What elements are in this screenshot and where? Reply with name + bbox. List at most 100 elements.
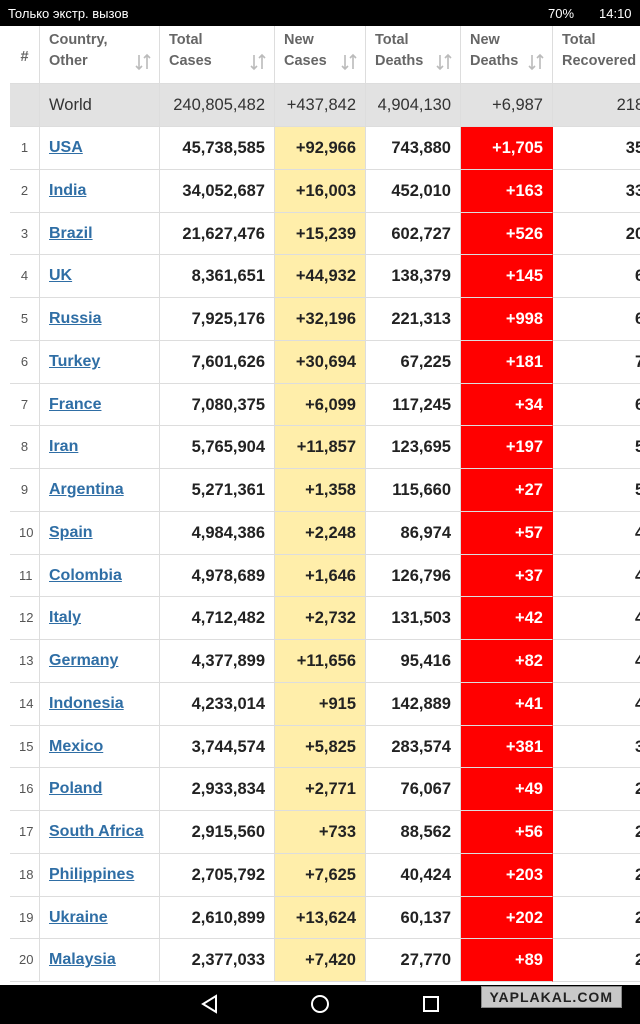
cell-text: 131,503	[391, 609, 451, 628]
recents-button[interactable]	[423, 996, 439, 1012]
country-link[interactable]: Poland	[49, 780, 103, 798]
number-cell: 4,984,386	[160, 511, 275, 555]
cell-text: 15	[19, 738, 34, 754]
cell-text: 40,424	[400, 865, 451, 884]
number-cell: 131,503	[366, 597, 461, 640]
number-cell: 2,251,7	[553, 939, 640, 982]
cell-text: +202	[505, 908, 543, 927]
cell-text: +2,732	[305, 609, 356, 628]
cell-text: 45,738,585	[182, 139, 265, 157]
sort-icon[interactable]	[135, 53, 151, 71]
number-cell: +1,705	[461, 127, 553, 170]
number-cell: +30,694	[275, 340, 366, 384]
country-link[interactable]: Spain	[49, 523, 93, 541]
cell-text: 6,839,1	[635, 267, 640, 285]
cell-text: 27,770	[400, 951, 451, 970]
country-link[interactable]: USA	[49, 139, 83, 156]
cell-text: +15,239	[295, 224, 356, 243]
cell-text: +41	[515, 694, 543, 713]
world-cell: 4,904,130	[366, 84, 461, 127]
number-cell: +6,099	[275, 383, 366, 427]
cell-text: +34	[515, 395, 543, 414]
number-cell: 4,978,689	[160, 554, 275, 598]
number-cell: 86,974	[366, 511, 461, 555]
number-cell: 142,889	[366, 682, 461, 726]
country-cell: Colombia	[40, 554, 160, 598]
number-cell: +2,732	[275, 597, 366, 640]
number-cell: 2,933,834	[160, 768, 275, 811]
column-header[interactable]: Total Recovered	[553, 26, 640, 84]
country-link[interactable]: Iran	[49, 438, 79, 456]
number-cell: +145	[461, 255, 553, 298]
country-link[interactable]: France	[49, 395, 102, 413]
sort-icon[interactable]	[436, 53, 452, 71]
number-cell: +89	[461, 939, 553, 982]
number-cell: 283,574	[366, 725, 461, 769]
cell-text: +11,857	[296, 438, 356, 457]
column-header[interactable]: Country, Other	[40, 26, 160, 84]
number-cell: 2,915,560	[160, 811, 275, 854]
home-button[interactable]	[311, 995, 329, 1013]
cell-text: +915	[318, 694, 356, 713]
country-link[interactable]: Italy	[49, 609, 82, 627]
country-link[interactable]: Philippines	[49, 865, 135, 883]
country-link[interactable]: Ukraine	[49, 908, 108, 926]
number-cell: 21,627,476	[160, 212, 275, 256]
number-cell: +7,420	[275, 939, 366, 982]
country-link[interactable]: UK	[49, 267, 73, 285]
number-cell: +16,003	[275, 169, 366, 213]
country-link[interactable]: India	[49, 181, 87, 199]
number-cell: 35,304,0	[553, 127, 640, 170]
cell-text: 4,984,386	[191, 523, 265, 542]
number-cell: 4,825,7	[553, 512, 640, 555]
number-cell: 27,770	[366, 939, 461, 982]
number-cell: 3,103,1	[553, 726, 640, 769]
cell-text: 14	[19, 695, 34, 711]
header-text: Total	[375, 32, 409, 48]
country-link[interactable]: Brazil	[49, 224, 93, 242]
column-header[interactable]: Total Cases	[160, 26, 275, 84]
cell-text: 13	[19, 653, 34, 668]
cell-text: +1,358	[305, 481, 356, 499]
country-link[interactable]: Germany	[49, 652, 119, 669]
column-header[interactable]: New Deaths	[461, 26, 553, 84]
number-cell: +733	[275, 811, 366, 854]
country-link[interactable]: Malaysia	[49, 951, 116, 969]
number-cell: 4,233,014	[160, 682, 275, 726]
number-cell: 4,822,0	[553, 555, 640, 598]
number-cell: 5,271,361	[160, 469, 275, 512]
cell-text: 5,294,9	[635, 438, 640, 456]
cell-text: 138,379	[391, 267, 451, 286]
sort-icon[interactable]	[341, 53, 357, 71]
country-link[interactable]: South Africa	[49, 823, 144, 840]
cell-text: +16,003	[295, 181, 356, 200]
cell-text: 4,377,899	[191, 652, 265, 670]
country-link[interactable]: Indonesia	[49, 694, 124, 712]
cell-text: +30,694	[295, 352, 356, 371]
rank-cell: 12	[10, 597, 40, 640]
column-header: #	[10, 26, 40, 84]
country-link[interactable]: Mexico	[49, 737, 104, 755]
country-cell: Spain	[40, 511, 160, 555]
back-button[interactable]	[201, 994, 217, 1014]
country-link[interactable]: Argentina	[49, 481, 124, 498]
country-link[interactable]: Russia	[49, 310, 102, 327]
country-link[interactable]: Colombia	[49, 566, 122, 584]
cell-text: 2,610,899	[191, 908, 265, 927]
country-cell: France	[40, 383, 160, 427]
world-value: 240,805,482	[173, 96, 265, 114]
cell-text: 2	[20, 182, 29, 198]
column-header[interactable]: Total Deaths	[366, 26, 461, 84]
number-cell: 33,392,3	[553, 170, 640, 213]
number-cell: 88,562	[366, 811, 461, 854]
number-cell: 117,245	[366, 383, 461, 427]
cell-text: +42	[515, 609, 543, 628]
sort-icon[interactable]	[250, 53, 266, 71]
country-link[interactable]: Turkey	[49, 352, 101, 370]
column-header[interactable]: New Cases	[275, 26, 366, 84]
cell-text: +381	[505, 737, 543, 756]
cell-text: 6,872,4	[635, 396, 640, 414]
rank-cell: 15	[10, 725, 40, 769]
sort-icon[interactable]	[528, 53, 544, 71]
